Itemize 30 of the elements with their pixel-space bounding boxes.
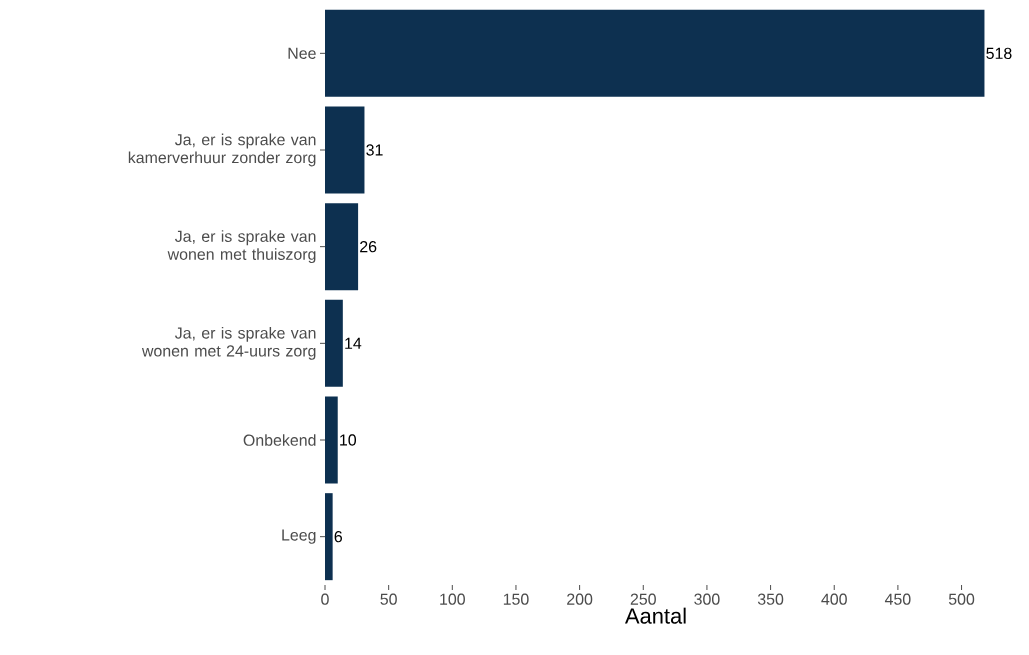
y-tick-label: Ja, er is sprake van kamerverhuur zonder zorg [128,133,316,167]
y-tick-label: Nee [288,47,316,59]
data-label: 31 [366,144,383,156]
y-tick-label: Leeg [282,529,316,544]
x-tick-label: 500 [948,593,975,605]
data-label: 10 [340,434,357,446]
data-label: 6 [334,531,342,543]
x-tick-label: 350 [757,593,784,605]
x-tick-label: 50 [380,593,397,605]
x-tick-label: 300 [694,593,720,605]
bar [325,396,338,484]
bar [325,106,365,194]
data-label: 518 [986,47,1012,59]
bar [325,299,343,387]
x-axis-title: Aantal [624,607,686,624]
y-tick-label: Onbekend [243,434,316,446]
x-tick-label: 450 [884,593,911,605]
bar [325,9,985,97]
x-tick-label: 250 [630,593,656,605]
data-label: 26 [360,241,377,253]
x-tick-label: 0 [321,593,329,605]
x-tick-label: 400 [821,593,847,605]
x-tick-label: 200 [567,593,593,605]
data-label: 14 [345,337,362,349]
bar [325,203,359,291]
y-tick-label: Ja, er is sprake van wonen met thuiszorg [167,230,316,264]
x-tick-label: 100 [440,593,465,605]
bar [325,493,333,581]
x-tick-label: 150 [503,593,529,605]
y-tick-label: Ja, er is sprake van wonen met 24-uurs zorg [141,326,316,360]
